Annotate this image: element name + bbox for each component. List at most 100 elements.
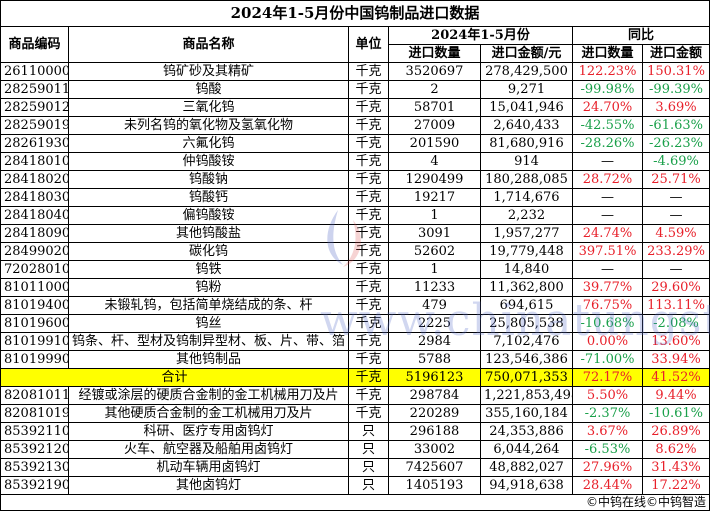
yoy-quantity: 3.67% (572, 422, 643, 441)
yoy-quantity: 27.96% (572, 458, 643, 477)
total-row: 合计 千克 5196123 750,071,353 72.17% 41.52% (0, 368, 710, 387)
product-name: 其他钨制品 (68, 350, 349, 369)
header-yoy: 同比 (571, 26, 710, 45)
product-code: 28418010 (0, 152, 69, 171)
table-title: 2024年1-5月份中国钨制品进口数据 (0, 0, 710, 27)
table-row: 85392120 火车、航空器及船舶用卤钨灯只 33002 6,044,264 -6.5… (0, 440, 710, 459)
yoy-quantity: 72.17% (572, 368, 643, 387)
yoy-amount: 3.69% (641, 98, 710, 117)
import-amount: 1,221,853,498 (480, 386, 573, 405)
import-amount: 1,957,277 (480, 224, 573, 243)
product-code: 28259011 (0, 80, 69, 99)
import-quantity: 298784 (388, 386, 481, 405)
product-name: 机动车辆用卤钨灯 (68, 458, 349, 477)
yoy-quantity: 28.44% (572, 476, 643, 495)
import-quantity: 7425607 (388, 458, 481, 477)
product-name: 钨铁 (68, 260, 349, 279)
import-quantity: 1290499 (388, 170, 481, 189)
header-period: 2024年1-5月份 (388, 26, 573, 45)
yoy-quantity: — (572, 188, 643, 207)
import-quantity: 5788 (388, 350, 481, 369)
yoy-amount: -26.23% (641, 134, 710, 153)
import-amount: 9,271 (480, 80, 573, 99)
table-row: 28259019 未列名钨的氧化物及氢氧化物 千克 27009 2,640,433 -42… (0, 116, 710, 135)
import-quantity: 5196123 (388, 368, 481, 387)
import-amount: 24,353,886 (480, 422, 573, 441)
import-amount: 15,041,946 (480, 98, 573, 117)
table-row: 81019910 钨条、杆、型材及钨制异型材、板、片、带、箔 千克 2984 7,102… (0, 332, 710, 351)
table-row: 85392110 科研、医疗专用卤钨灯只 296188 24,353,886 3.67%… (0, 422, 710, 441)
product-name: 钨酸 (68, 80, 349, 99)
yoy-quantity: — (572, 206, 643, 225)
table-row: 28259011 钨酸 千克 2 9,271 -99.98% -99.39% (0, 80, 710, 99)
table-row: 72028010 钨铁 千克 1 14,840— — (0, 260, 710, 279)
import-quantity: 2 (388, 80, 481, 99)
yoy-amount: -2.08% (641, 314, 710, 333)
unit: 千克 (348, 116, 389, 135)
yoy-amount: 13.60% (641, 332, 710, 351)
yoy-amount: 41.52% (641, 368, 710, 387)
yoy-quantity: -10.68% (572, 314, 643, 333)
total-label: 合计 (0, 368, 349, 387)
header-amount: 进口金额/元 (480, 44, 573, 63)
import-amount: 19,779,448 (480, 242, 573, 261)
yoy-amount: -10.61% (641, 404, 710, 423)
header-name: 商品名称 (68, 26, 349, 63)
product-name: 其他卤钨灯 (68, 476, 349, 495)
import-quantity: 3520697 (388, 62, 481, 81)
import-amount: 7,102,476 (480, 332, 573, 351)
product-name: 钨丝 (68, 314, 349, 333)
product-code: 28259019 (0, 116, 69, 135)
unit: 千克 (348, 278, 389, 297)
table-row: 82081019 其他硬质合金制的金工机械用刀及片 千克 220289 355,160,… (0, 404, 710, 423)
unit: 千克 (348, 242, 389, 261)
header-yoy-qty: 进口数量 (572, 44, 643, 63)
unit: 千克 (348, 386, 389, 405)
product-code: 28418040 (0, 206, 69, 225)
header-unit: 单位 (348, 26, 389, 63)
product-name: 钨酸钙 (68, 188, 349, 207)
table-row: 28259012 三氧化钨 千克 58701 15,041,946 24.70% 3.69% (0, 98, 710, 117)
unit: 千克 (348, 134, 389, 153)
product-code: 85392190 (0, 476, 69, 495)
yoy-quantity: 76.75% (572, 296, 643, 315)
import-quantity: 3091 (388, 224, 481, 243)
table-row: 81011000 钨粉 千克 11233 11,362,800 39.77% 29.60% (0, 278, 710, 297)
unit: 只 (348, 440, 389, 459)
table-row: 26110000 钨矿砂及其精矿 千克 3520697 278,429,500 122.2… (0, 62, 710, 81)
yoy-amount: -99.39% (641, 80, 710, 99)
yoy-quantity: -42.55% (572, 116, 643, 135)
import-quantity: 2984 (388, 332, 481, 351)
product-code: 81019400 (0, 296, 69, 315)
yoy-amount: 4.59% (641, 224, 710, 243)
import-quantity: 201590 (388, 134, 481, 153)
product-name: 钨矿砂及其精矿 (68, 62, 349, 81)
yoy-quantity: -99.98% (572, 80, 643, 99)
unit: 只 (348, 476, 389, 495)
yoy-amount: 26.89% (641, 422, 710, 441)
import-amount: 278,429,500 (480, 62, 573, 81)
import-amount: 11,362,800 (480, 278, 573, 297)
product-code: 28418020 (0, 170, 69, 189)
import-amount: 694,615 (480, 296, 573, 315)
yoy-quantity: — (572, 152, 643, 171)
yoy-amount: 150.31% (641, 62, 710, 81)
copyright-footer: ©中钨在线©中钨智造 (0, 494, 710, 511)
unit: 千克 (348, 80, 389, 99)
yoy-amount: 9.44% (641, 386, 710, 405)
import-amount: 25,805,538 (480, 314, 573, 333)
import-quantity: 296188 (388, 422, 481, 441)
import-quantity: 479 (388, 296, 481, 315)
product-code: 81019600 (0, 314, 69, 333)
product-name: 三氧化钨 (68, 98, 349, 117)
yoy-quantity: 39.77% (572, 278, 643, 297)
import-quantity: 58701 (388, 98, 481, 117)
table-row: 81019400 未锻轧钨，包括简单烧结成的条、杆 千克 479 694,615 76.7… (0, 296, 710, 315)
product-name: 钨酸钠 (68, 170, 349, 189)
unit: 只 (348, 458, 389, 477)
header-yoy-amount: 进口金额 (641, 44, 710, 63)
import-quantity: 19217 (388, 188, 481, 207)
import-quantity: 220289 (388, 404, 481, 423)
yoy-quantity: 122.23% (572, 62, 643, 81)
